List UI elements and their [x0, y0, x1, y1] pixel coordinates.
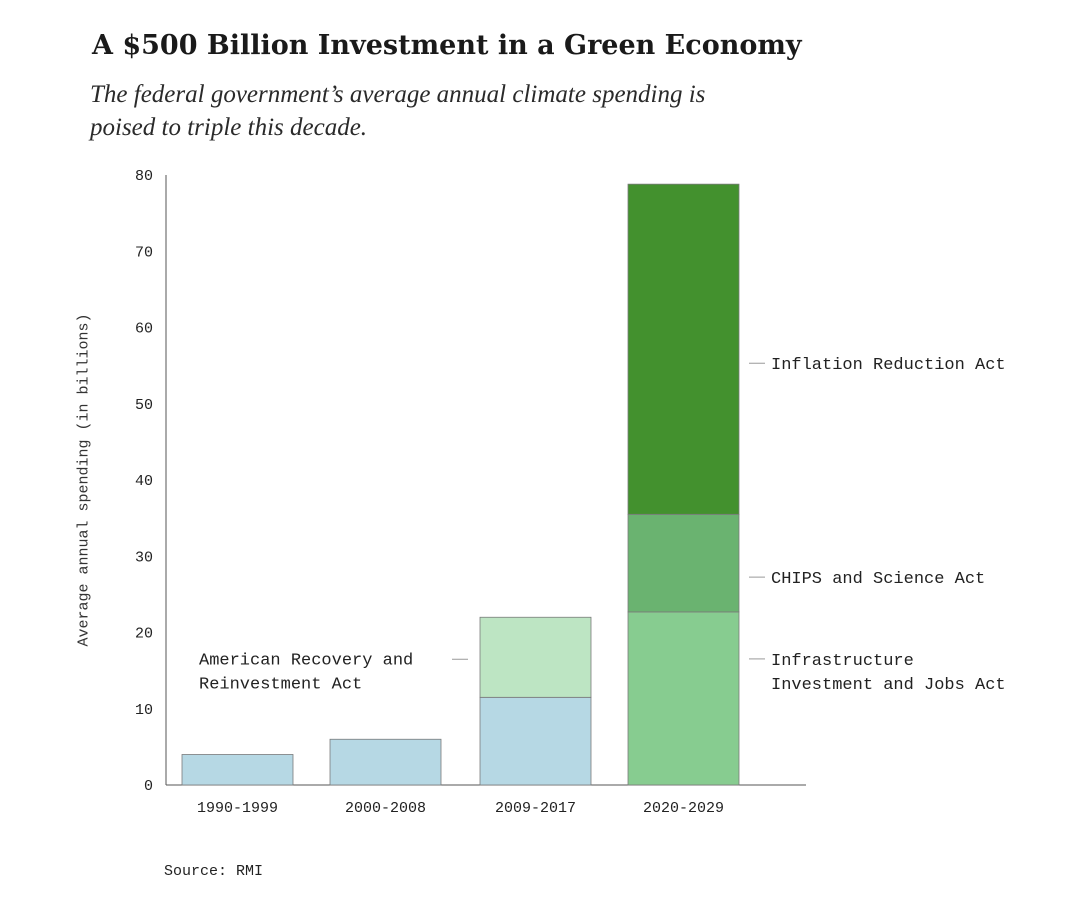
- x-tick-label: 2009-2017: [495, 800, 576, 817]
- bar-segment: [627, 611, 740, 786]
- x-tick-label: 1990-1999: [197, 800, 278, 817]
- annotation-label: Infrastructure: [771, 652, 914, 671]
- bar-segment: [627, 183, 740, 515]
- x-tick-label: 2000-2008: [345, 800, 426, 817]
- y-tick-label: 80: [135, 168, 153, 185]
- annotation-label: American Recovery and: [199, 651, 413, 670]
- bar-segment: [181, 754, 294, 786]
- chart-title: A $500 Billion Investment in a Green Eco…: [92, 30, 802, 61]
- source-note: Source: RMI: [164, 863, 264, 880]
- y-tick-label: 40: [135, 473, 153, 490]
- annotation-label: CHIPS and Science Act: [771, 570, 985, 589]
- y-tick-label: 30: [135, 549, 153, 566]
- bar-segment: [627, 513, 740, 613]
- bar-segment: [329, 738, 442, 786]
- y-tick-label: 60: [135, 321, 153, 338]
- y-tick-label: 0: [144, 778, 153, 795]
- annotation-label: Investment and Jobs Act: [771, 676, 1006, 695]
- annotation-label: Inflation Reduction Act: [771, 356, 1006, 375]
- y-tick-label: 10: [135, 702, 153, 719]
- bar-segment: [479, 616, 592, 698]
- annotation-label: Reinvestment Act: [199, 675, 362, 694]
- y-tick-label: 70: [135, 244, 153, 261]
- bar-segment: [479, 696, 592, 786]
- y-tick-label: 50: [135, 397, 153, 414]
- x-tick-label: 2020-2029: [643, 800, 724, 817]
- y-tick-label: 20: [135, 626, 153, 643]
- chart-subtitle: The federal government’s average annual …: [90, 81, 706, 141]
